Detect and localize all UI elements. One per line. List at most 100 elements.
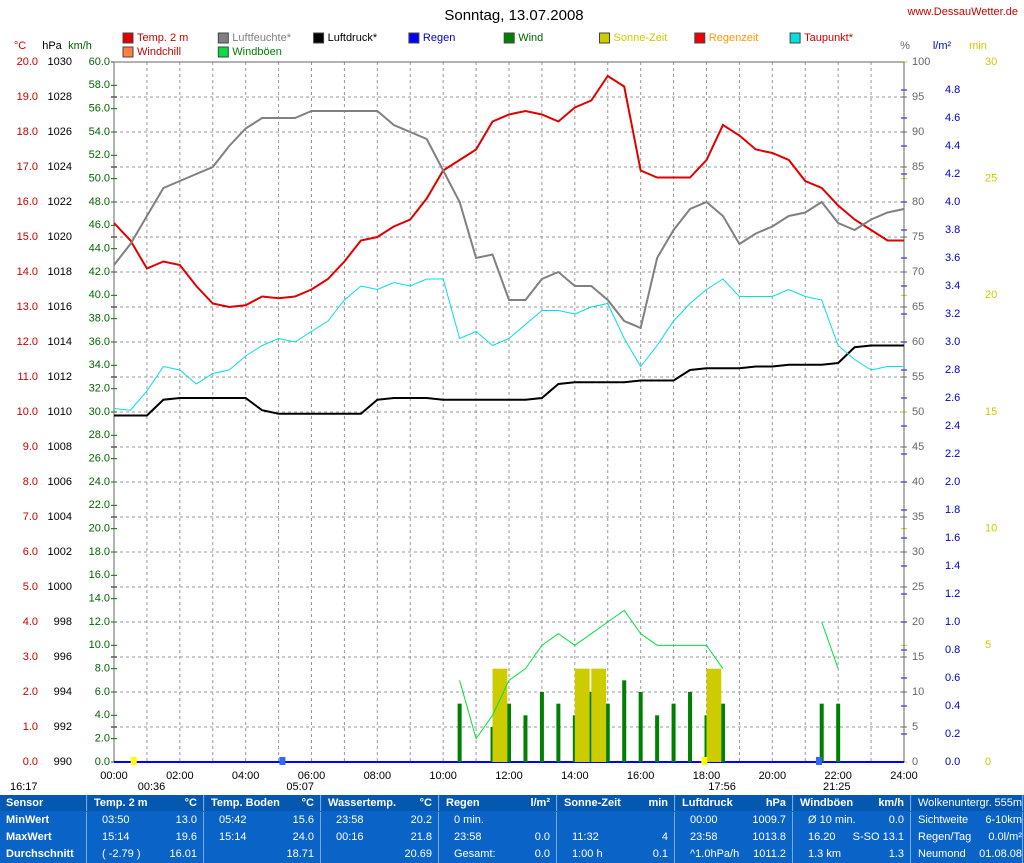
bar xyxy=(591,668,607,762)
cell-value: 0.0 xyxy=(534,831,550,843)
info-label: Wolkenuntergr. xyxy=(918,797,992,809)
cell-value: 13.0 xyxy=(175,814,197,826)
cell-value: 0.1 xyxy=(652,848,668,860)
bar xyxy=(556,703,561,762)
cell-time: 15:14 xyxy=(219,831,247,843)
column-unit: °C xyxy=(419,797,432,809)
y-tick-label: 36.0 xyxy=(89,336,110,348)
bar xyxy=(706,668,722,762)
column-name: Temp. Boden xyxy=(211,797,280,809)
x-tick-label: 04:00 xyxy=(232,770,260,782)
x-tick-label: 24:00 xyxy=(890,770,918,782)
y-tick-label: 1022 xyxy=(48,196,72,208)
y-tick-label: 18.0 xyxy=(89,546,110,558)
y-tick-label: 34.0 xyxy=(89,359,110,371)
y-tick-label: 55 xyxy=(912,371,924,383)
y-tick-label: 1004 xyxy=(48,511,72,523)
y-tick-label: 5 xyxy=(912,721,918,733)
bar xyxy=(671,703,676,762)
y-tick-label: 48.0 xyxy=(89,196,110,208)
axis-title: min xyxy=(969,40,987,52)
column-unit: min xyxy=(648,797,668,809)
event-marker xyxy=(130,757,137,765)
y-tick-label: 52.0 xyxy=(89,149,110,161)
column-unit: °C xyxy=(301,797,314,809)
y-tick-label: 1000 xyxy=(48,581,72,593)
row-label: MinWert xyxy=(6,814,50,826)
table-cell xyxy=(205,812,321,863)
y-tick-label: 95 xyxy=(912,91,924,103)
y-tick-label: 26.0 xyxy=(89,453,110,465)
cell-value: 20.69 xyxy=(404,848,432,860)
y-tick-label: 7.0 xyxy=(23,511,38,523)
x-tick-label: 22:00 xyxy=(824,770,852,782)
cell-time: 05:42 xyxy=(219,814,247,826)
y-tick-label: 2.2 xyxy=(945,448,960,460)
y-tick-label: 14.0 xyxy=(17,266,38,278)
y-tick-label: 90 xyxy=(912,126,924,138)
y-tick-label: 0.0 xyxy=(95,756,110,768)
y-tick-label: 1002 xyxy=(48,546,72,558)
cell-value: 0.0 xyxy=(534,848,550,860)
bar xyxy=(457,703,462,762)
y-tick-label: 15.0 xyxy=(17,231,38,243)
table-cell xyxy=(440,795,557,811)
y-tick-label: 2.8 xyxy=(945,364,960,376)
table-cell xyxy=(676,812,793,863)
event-marker xyxy=(701,757,708,765)
y-tick-label: 40 xyxy=(912,476,924,488)
y-tick-label: 3.0 xyxy=(945,336,960,348)
legend-swatch xyxy=(313,32,325,44)
y-tick-label: 2.6 xyxy=(945,392,960,404)
x-tick-label: 06:00 xyxy=(298,770,326,782)
y-tick-label: 1.0 xyxy=(23,721,38,733)
y-tick-label: 998 xyxy=(54,616,72,628)
chart-title: Sonntag, 13.07.2008 xyxy=(444,7,583,24)
legend-label: Taupunkt* xyxy=(804,32,854,44)
bar xyxy=(574,668,590,762)
y-tick-label: 0.0 xyxy=(945,756,960,768)
chart: Sonntag, 13.07.2008 www.DessauWetter.de … xyxy=(10,6,1018,793)
bar xyxy=(492,668,508,762)
y-tick-label: 85 xyxy=(912,161,924,173)
x-tick-label: 08:00 xyxy=(364,770,392,782)
y-tick-label: 54.0 xyxy=(89,126,110,138)
y-tick-label: 4.8 xyxy=(945,84,960,96)
y-tick-label: 15 xyxy=(912,651,924,663)
y-tick-label: 3.2 xyxy=(945,308,960,320)
x-tick-label: 16:00 xyxy=(627,770,655,782)
y-tick-label: 12.0 xyxy=(17,336,38,348)
table-cell xyxy=(794,795,911,811)
y-tick-label: 20.0 xyxy=(17,56,38,68)
y-tick-label: 20.0 xyxy=(89,523,110,535)
y-tick-label: 25 xyxy=(985,173,997,185)
table-cell xyxy=(0,812,87,863)
x-tick-label: 10:00 xyxy=(429,770,457,782)
legend-swatch xyxy=(599,32,610,44)
info-label: Neumond xyxy=(918,848,966,860)
y-tick-label: 1020 xyxy=(48,231,72,243)
column-unit: hPa xyxy=(765,797,786,809)
axis-title: °C xyxy=(14,40,26,52)
y-tick-label: 2.4 xyxy=(945,420,960,432)
y-tick-label: 50.0 xyxy=(89,173,110,185)
x-tick-label: 20:00 xyxy=(759,770,787,782)
legend-swatch xyxy=(217,46,229,58)
y-tick-label: 19.0 xyxy=(17,91,38,103)
y-tick-label: 25 xyxy=(912,581,924,593)
cell-time: 03:50 xyxy=(102,814,130,826)
y-tick-label: 16.0 xyxy=(17,196,38,208)
y-tick-label: 60 xyxy=(912,336,924,348)
x-tick-label: 00:00 xyxy=(100,770,128,782)
column-name: Regen xyxy=(446,797,480,809)
y-tick-label: 30 xyxy=(985,56,997,68)
y-tick-label: 0 xyxy=(912,756,918,768)
column-unit: km/h xyxy=(878,797,904,809)
y-tick-label: 6.0 xyxy=(95,686,110,698)
legend-label: Windböen xyxy=(232,46,282,58)
y-tick-label: 5.0 xyxy=(23,581,38,593)
bar xyxy=(638,692,643,762)
y-tick-label: 1030 xyxy=(48,56,72,68)
event-label: 16:17 xyxy=(10,781,38,793)
cell-time: ^1.0hPa/h xyxy=(690,848,740,860)
